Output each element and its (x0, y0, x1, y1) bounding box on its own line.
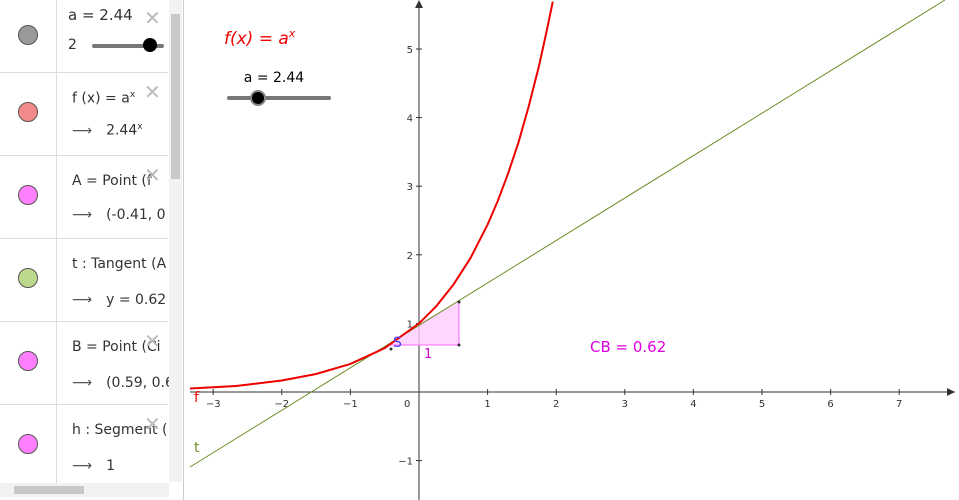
y-tick-label: 2 (407, 251, 413, 262)
text: 2.44 (106, 122, 138, 139)
x-tick-label: 6 (827, 399, 833, 410)
visibility-toggle[interactable] (18, 434, 38, 454)
point-c[interactable] (457, 343, 461, 347)
icon-cell (0, 404, 57, 487)
item-definition: t : Tangent (A (72, 256, 167, 272)
y-tick-label: 3 (407, 182, 413, 193)
x-tick-label: −3 (206, 399, 221, 410)
visibility-toggle[interactable] (18, 268, 38, 288)
y-arrow (415, 0, 423, 8)
slider-track (92, 44, 164, 48)
item-value: ⟶ y = 0.62 (72, 292, 167, 308)
x-tick-label: 7 (896, 399, 902, 410)
visibility-toggle[interactable] (18, 351, 38, 371)
icon-cell (0, 155, 57, 238)
text: f(x) = a (224, 29, 289, 49)
visibility-toggle[interactable] (18, 102, 38, 122)
y-tick-label: 4 (407, 114, 413, 125)
slider-label: a = 2.44 (244, 70, 304, 86)
horizontal-scrollbar[interactable] (0, 483, 169, 497)
visibility-toggle[interactable] (18, 25, 38, 45)
item-value: ⟶ (-0.41, 0 (72, 207, 166, 223)
superscript: x (129, 90, 136, 100)
scroll-thumb[interactable] (14, 486, 84, 494)
y-tick-label: −1 (398, 457, 413, 468)
tangent-label: t (194, 440, 200, 456)
scroll-thumb[interactable] (171, 14, 180, 179)
algebra-item[interactable]: B = Point (Ci ⟶ (0.59, 0.6 ✕ (0, 321, 174, 405)
icon-cell (0, 321, 57, 404)
vertical-scrollbar[interactable] (169, 0, 182, 482)
delete-button[interactable]: ✕ (144, 6, 161, 30)
text: (0.59, 0.6 (106, 375, 174, 391)
item-text: a = 2.44 (68, 6, 133, 24)
item-definition: h : Segment ( (72, 422, 168, 438)
slider-min: 2 (68, 37, 77, 53)
x-tick-label: −1 (343, 399, 358, 410)
x-tick-label: −2 (274, 399, 289, 410)
text: y = 0.62 (106, 292, 167, 308)
function-formula: f(x) = ax (224, 27, 296, 49)
y-tick-label: 1 (407, 319, 413, 330)
slope-triangle (391, 302, 459, 345)
icon-cell (0, 238, 57, 321)
tangent-line (189, 0, 946, 468)
y-tick-label: 5 (407, 45, 413, 56)
algebra-item[interactable]: a = 2.44 2 ✕ (0, 0, 168, 73)
icon-cell (0, 0, 57, 72)
function-curve (189, 1, 554, 390)
delete-button[interactable]: ✕ (144, 80, 161, 104)
point-b[interactable] (457, 300, 461, 304)
slope-run-label: 1 (424, 347, 432, 362)
item-value: ⟶ 1 (72, 458, 115, 474)
point-a[interactable] (389, 347, 393, 351)
superscript: x (137, 122, 143, 132)
delete-button[interactable]: ✕ (144, 163, 161, 187)
algebra-item[interactable]: A = Point (f ⟶ (-0.41, 0 ✕ (0, 155, 168, 239)
curve-label: f (194, 390, 200, 406)
item-definition: f (x) = ax (72, 90, 135, 107)
delete-button[interactable]: ✕ (144, 329, 161, 353)
item-value: ⟶ 2.44x (72, 122, 143, 139)
x-arrow (947, 388, 955, 396)
item-value: ⟶ (0.59, 0.6 (72, 375, 174, 391)
superscript: x (288, 27, 296, 40)
x-tick-label: 4 (690, 399, 696, 410)
x-tick-label: 1 (484, 399, 490, 410)
delete-button[interactable]: ✕ (144, 412, 161, 436)
visibility-toggle[interactable] (18, 185, 38, 205)
item-definition: A = Point (f (72, 173, 152, 189)
x-tick-label: 2 (553, 399, 559, 410)
point-label: S (393, 335, 402, 351)
text: 1 (106, 458, 115, 474)
algebra-item[interactable]: f (x) = ax ⟶ 2.44x ✕ (0, 72, 168, 156)
text: (-0.41, 0 (106, 207, 166, 223)
icon-cell (0, 72, 57, 155)
item-definition: B = Point (Ci (72, 339, 161, 355)
algebra-item[interactable]: h : Segment ( ⟶ 1 ✕ (0, 404, 168, 488)
algebra-view: a = 2.44 2 ✕ f (x) = ax ⟶ 2.44x ✕ A = Poi… (0, 0, 184, 500)
slider-knob[interactable] (143, 38, 157, 52)
text: f (x) = a (72, 90, 130, 107)
x-tick-label: 5 (759, 399, 765, 410)
slider-knob[interactable] (250, 90, 266, 106)
algebra-item[interactable]: t : Tangent (A ⟶ y = 0.62 (0, 238, 168, 322)
origin-label: 0 (404, 399, 410, 410)
slope-text: CB = 0.62 (590, 338, 666, 356)
x-tick-label: 3 (622, 399, 628, 410)
